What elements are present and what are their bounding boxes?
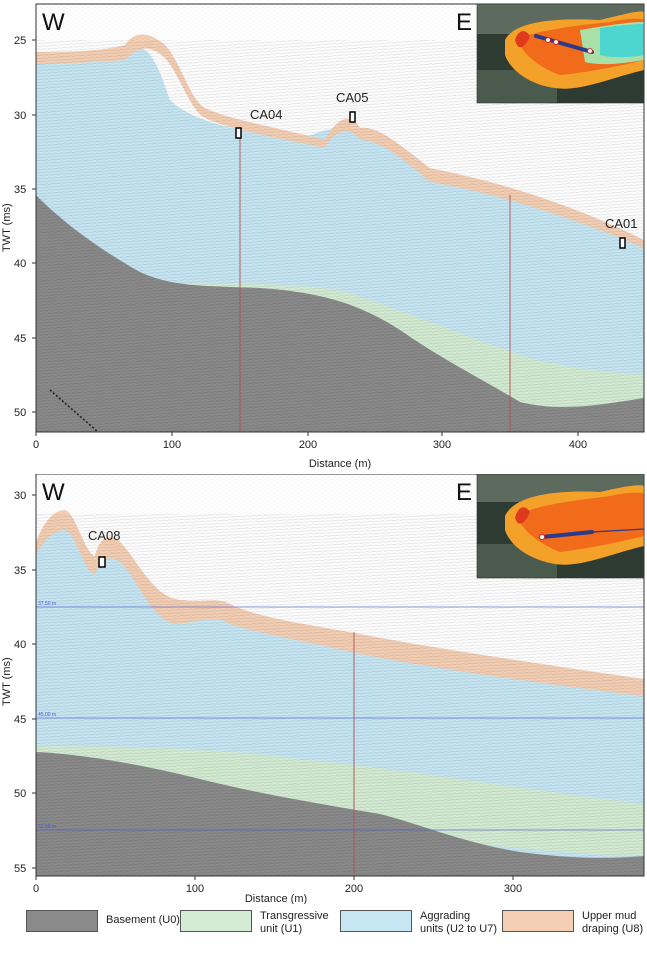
x-axis: 0 100 200 300 [33, 876, 522, 895]
x-tick-label: 200 [299, 439, 317, 451]
y-tick-label: 40 [14, 639, 26, 651]
legend-swatch [502, 910, 574, 932]
depth-guide-label: 45.00 m [38, 712, 56, 718]
x-tick-label: 100 [163, 439, 181, 451]
seismic-track-line [540, 530, 594, 539]
y-tick-label: 50 [14, 788, 26, 800]
x-axis-title: Distance (m) [309, 458, 371, 470]
legend-item-basement: Basement (U0) [26, 910, 180, 932]
x-axis: 0 100 200 300 400 [33, 432, 587, 451]
y-tick-label: 35 [14, 184, 26, 196]
legend-swatch [26, 910, 98, 932]
y-tick-label: 45 [14, 333, 26, 345]
y-tick-label: 45 [14, 714, 26, 726]
legend-swatch [180, 910, 252, 932]
x-tick-label: 100 [186, 883, 204, 895]
x-tick-label: 0 [33, 883, 39, 895]
core-marker-ca05 [349, 111, 356, 123]
legend-item-transgressive: Transgressive unit (U1) [180, 910, 329, 936]
seismic-track-line [534, 34, 594, 54]
y-axis-title: TWT (ms) [1, 203, 13, 252]
y-axis-title: TWT (ms) [1, 657, 13, 706]
x-tick-label: 400 [569, 439, 587, 451]
y-axis: 30 35 40 45 50 55 [14, 490, 36, 875]
y-tick-label: 50 [14, 407, 26, 419]
core-label-ca08: CA08 [88, 528, 121, 543]
depth-guide-label: 37.50 m [38, 601, 56, 607]
west-label: W [42, 9, 65, 36]
legend-swatch [340, 910, 412, 932]
x-tick-label: 200 [345, 883, 363, 895]
x-axis-title: Distance (m) [245, 893, 307, 904]
y-tick-label: 30 [14, 110, 26, 122]
y-tick-label: 55 [14, 863, 26, 875]
core-marker-ca04 [235, 127, 242, 139]
legend-label: Aggrading units (U2 to U7) [420, 910, 498, 935]
legend-item-aggrading: Aggrading units (U2 to U7) [340, 910, 497, 936]
core-label-ca01: CA01 [605, 216, 638, 231]
core-marker-ca08 [98, 556, 106, 568]
y-tick-label: 30 [14, 490, 26, 502]
legend-label: Basement (U0) [106, 914, 180, 926]
x-tick-label: 300 [433, 439, 451, 451]
legend-label: Transgressive unit (U1) [260, 910, 329, 935]
core-marker-ca01 [619, 237, 626, 249]
seismic-profile-2: 37.50 m 45.00 m 52.50 m W E CA08 30 35 4… [1, 474, 645, 904]
core-label-ca04: CA04 [250, 107, 283, 122]
x-tick-label: 300 [504, 883, 522, 895]
legend: Basement (U0) Transgressive unit (U1) Ag… [0, 908, 647, 964]
location-map-inset [476, 3, 645, 104]
legend-item-mud-draping: Upper mud draping (U8) [502, 910, 643, 936]
seismic-profile-1: W E CA04 CA05 CA01 25 30 35 40 45 50 T [1, 3, 645, 470]
depth-guide-label: 52.50 m [38, 824, 56, 830]
y-axis: 25 30 35 40 45 50 [14, 35, 36, 419]
y-tick-label: 40 [14, 258, 26, 270]
y-tick-label: 35 [14, 565, 26, 577]
legend-label: Upper mud draping (U8) [582, 910, 644, 935]
y-tick-label: 25 [14, 35, 26, 47]
x-tick-label: 0 [33, 439, 39, 451]
west-label: W [42, 479, 65, 506]
east-label: E [456, 9, 472, 36]
location-map-inset [476, 474, 645, 579]
core-label-ca05: CA05 [336, 90, 369, 105]
east-label: E [456, 479, 472, 506]
